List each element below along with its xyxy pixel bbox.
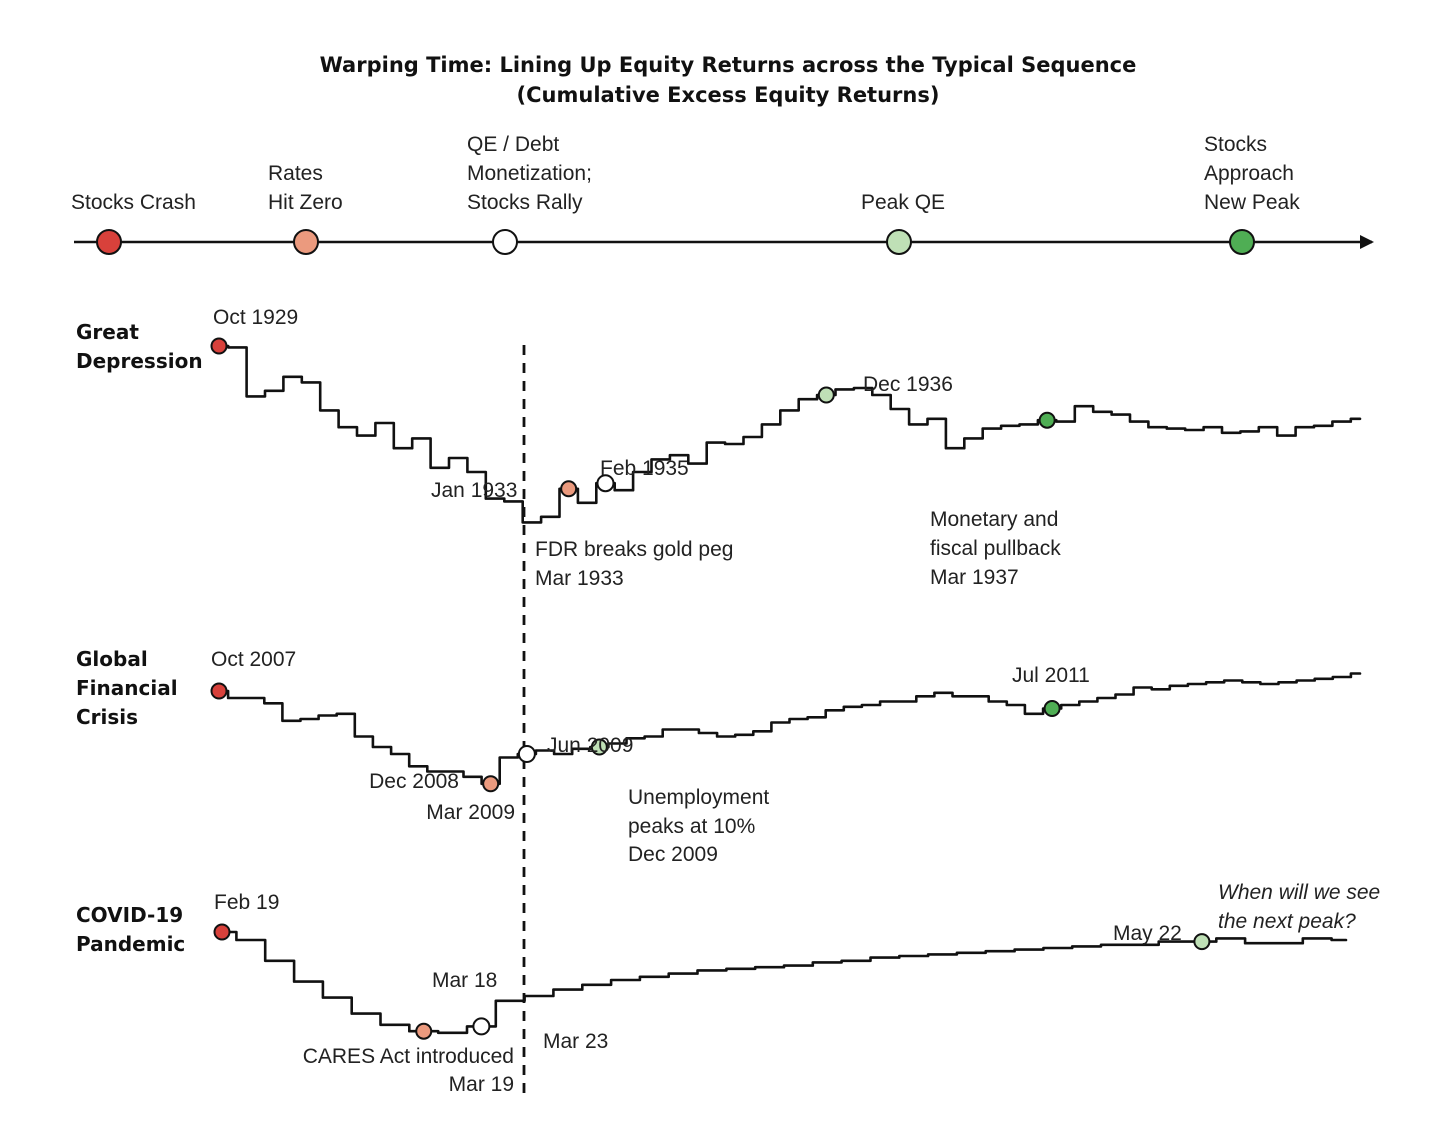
date-label: Mar 18 [432,969,497,992]
salmon-circle-icon [293,229,319,255]
panel-label: Global Financial Crisis [76,647,185,729]
green-circle-icon [1229,229,1255,255]
event-marker-qe [472,1017,491,1036]
date-label: Dec 1936 [863,373,953,396]
light-green-circle-icon [886,229,912,255]
annotation: the next peak? [1218,910,1356,933]
annotation: FDR breaks gold peg [535,538,733,561]
panel-label-line: Great [76,320,139,344]
event-marker-crash [210,682,228,700]
timeline-stage-label-line: Stocks [1204,133,1267,156]
annotation: When will we see [1218,881,1380,904]
series-line-covid-19 [220,930,1348,1035]
date-label: Mar 1937 [930,566,1019,589]
red-circle-icon [96,229,122,255]
timeline-stage-label: Peak QE [861,191,945,214]
timeline-stage-label-line: Rates [268,162,323,185]
date-label: Oct 2007 [211,648,296,671]
title-line-1: Warping Time: Lining Up Equity Returns a… [319,53,1137,77]
chart-title: Warping Time: Lining Up Equity Returns a… [0,50,1456,110]
panel-label-line: Financial [76,676,178,700]
panel-great-depression: Great Depression Oct 1929 Jan 1933 FDR b… [76,306,1362,590]
series-line-global-financial-crisis [217,672,1362,786]
event-marker-peak-qe [1193,933,1211,951]
date-label: Dec 2009 [628,843,718,866]
timeline-stage-label: Stocks Crash [71,191,196,214]
panel-label-line: Global [76,647,148,671]
panel-label: COVID-19 Pandemic [76,903,190,956]
event-marker-peak-qe [590,738,608,756]
event-marker-new-peak [1043,700,1061,717]
annotation: fiscal pullback [930,537,1061,560]
date-label: Dec 2008 [369,770,459,793]
panel-label-line: Pandemic [76,932,185,956]
date-label: Oct 1929 [213,306,298,329]
panel-label-line: Crisis [76,705,138,729]
date-label: Mar 19 [449,1073,514,1096]
event-markers [213,923,1211,1040]
timeline-stage-label-line: Monetization; [467,162,592,185]
event-marker-zero [482,775,500,793]
timeline: Stocks Crash Rates Hit Zero QE / Debt Moneti… [71,133,1374,255]
date-label: Feb 1935 [600,457,689,480]
event-marker-zero [415,1022,433,1040]
event-marker-crash [210,337,228,355]
event-marker-qe [596,474,615,493]
panel-label-line: Depression [76,349,203,373]
event-markers [210,682,1061,793]
annotation: Monetary and [930,508,1058,531]
timeline-stage-label: Rates Hit Zero [268,162,343,214]
panel-label: Great Depression [76,320,203,373]
annotation: CARES Act introduced [303,1045,514,1068]
white-circle-icon [492,229,518,255]
date-label: Jul 2011 [1012,664,1090,687]
event-marker-crash [213,923,231,941]
date-label: May 22 [1113,922,1182,945]
timeline-stage-label: QE / Debt Monetization; Stocks Rally [467,133,592,214]
date-label: Mar 23 [543,1030,608,1053]
timeline-stage-label-line: Stocks Rally [467,191,583,214]
timeline-stage-label-line: Peak QE [861,191,945,214]
event-marker-peak-qe [817,386,835,404]
panel-covid-19-pandemic: COVID-19 Pandemic Feb 19 Mar 18 CARES Ac… [76,881,1380,1096]
timeline-stage-label-line: Stocks Crash [71,191,196,214]
annotation: Unemployment [628,786,769,809]
event-marker-new-peak [1038,411,1056,429]
date-label: Jun 2009 [547,734,633,757]
timeline-stage-label-line: New Peak [1204,191,1300,214]
date-label: Jan 1933 [431,479,517,502]
panel-label-line: COVID-19 [76,903,183,927]
event-marker-zero [560,480,578,498]
title-line-2: (Cumulative Excess Equity Returns) [516,83,940,107]
series-line-great-depression [217,344,1362,524]
timeline-stage-label-line: Approach [1204,162,1294,185]
panel-global-financial-crisis: Global Financial Crisis Oct 2007 Dec 200… [76,647,1362,866]
date-label: Mar 1933 [535,567,624,590]
timeline-stage-label-line: Hit Zero [268,191,343,214]
date-label: Feb 19 [214,891,279,914]
annotation: peaks at 10% [628,815,755,838]
timeline-stage-label: Stocks Approach New Peak [1204,133,1300,214]
event-markers [210,337,1056,498]
event-marker-qe [517,745,536,763]
timeline-stages: Stocks Crash Rates Hit Zero QE / Debt Moneti… [71,133,1300,255]
date-label: Mar 2009 [426,801,515,824]
timeline-stage-label-line: QE / Debt [467,133,559,156]
